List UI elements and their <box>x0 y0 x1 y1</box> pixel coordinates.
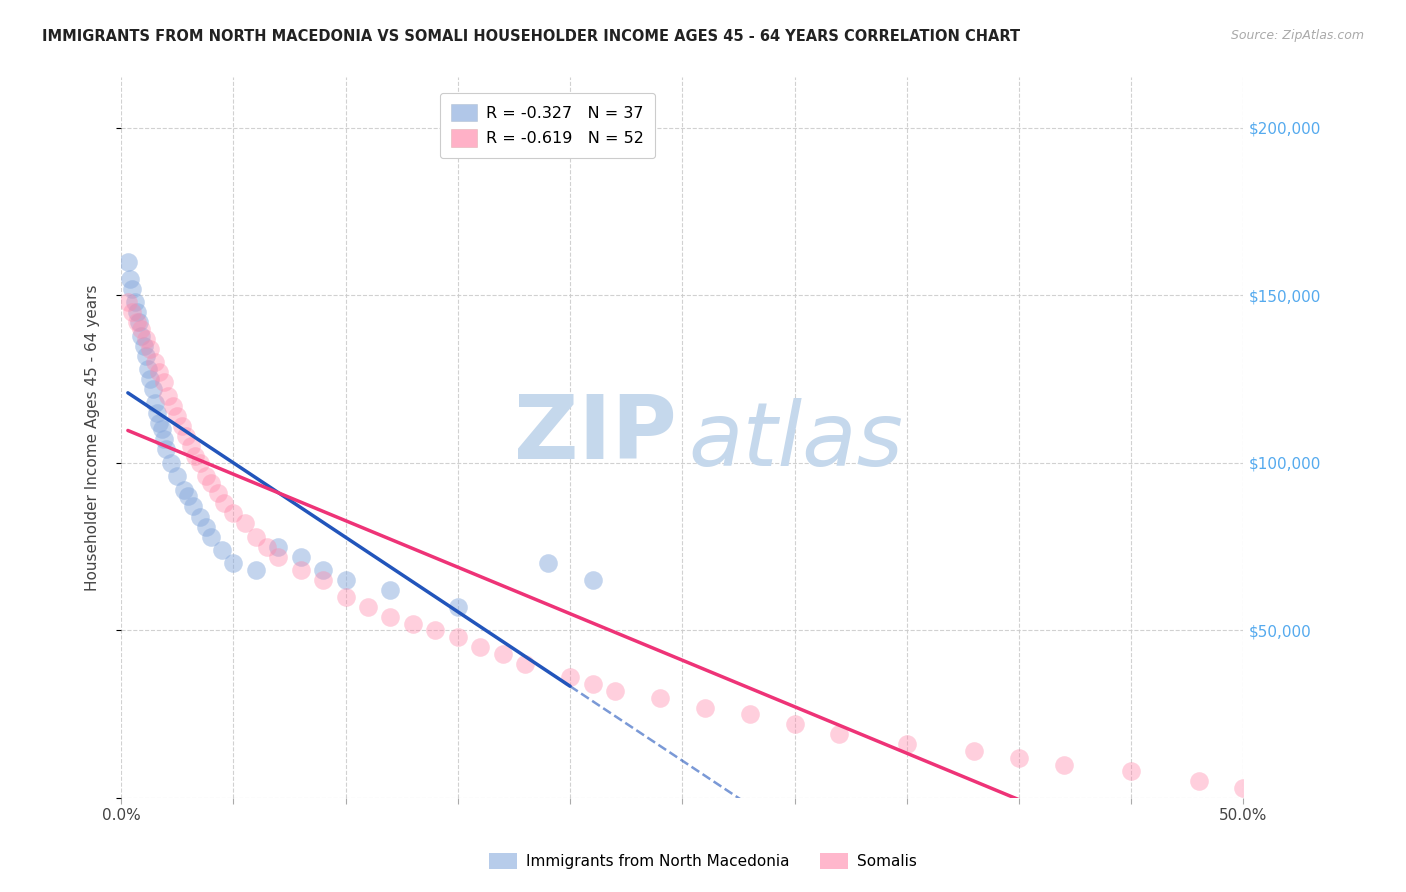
Legend: Immigrants from North Macedonia, Somalis: Immigrants from North Macedonia, Somalis <box>484 847 922 875</box>
Point <box>536 557 558 571</box>
Point <box>1121 764 1143 779</box>
Y-axis label: Householder Income Ages 45 - 64 years: Householder Income Ages 45 - 64 years <box>86 285 100 591</box>
Point <box>963 744 986 758</box>
Point <box>136 362 159 376</box>
Point <box>173 483 195 497</box>
Point <box>146 406 169 420</box>
Point <box>581 573 603 587</box>
Point <box>290 549 312 564</box>
Point <box>783 717 806 731</box>
Point <box>312 563 335 577</box>
Point <box>132 338 155 352</box>
Point <box>245 563 267 577</box>
Point <box>603 683 626 698</box>
Point <box>222 506 245 520</box>
Point <box>267 549 290 564</box>
Point <box>1008 751 1031 765</box>
Point <box>135 332 157 346</box>
Point <box>896 738 918 752</box>
Point <box>181 500 204 514</box>
Point <box>117 254 139 268</box>
Point <box>139 342 162 356</box>
Legend: R = -0.327   N = 37, R = -0.619   N = 52: R = -0.327 N = 37, R = -0.619 N = 52 <box>440 93 655 158</box>
Point <box>139 372 162 386</box>
Point <box>1232 780 1254 795</box>
Point <box>492 647 515 661</box>
Point <box>128 315 150 329</box>
Point <box>180 439 202 453</box>
Point <box>211 543 233 558</box>
Point <box>267 540 290 554</box>
Point <box>188 509 211 524</box>
Point <box>1053 757 1076 772</box>
Point <box>148 365 170 379</box>
Point <box>157 389 180 403</box>
Point <box>125 315 148 329</box>
Point <box>142 382 165 396</box>
Point <box>425 624 447 638</box>
Point <box>174 429 197 443</box>
Point <box>447 600 470 615</box>
Point <box>515 657 537 671</box>
Point <box>170 419 193 434</box>
Text: atlas: atlas <box>688 399 903 484</box>
Point <box>143 395 166 409</box>
Point <box>290 563 312 577</box>
Point <box>828 727 851 741</box>
Point <box>214 496 236 510</box>
Point <box>380 583 402 598</box>
Point <box>159 456 181 470</box>
Point <box>152 376 174 390</box>
Point <box>166 409 188 423</box>
Point <box>195 519 218 533</box>
Point <box>188 456 211 470</box>
Point <box>693 700 716 714</box>
Point <box>121 282 143 296</box>
Point <box>222 557 245 571</box>
Point <box>162 399 184 413</box>
Point <box>648 690 671 705</box>
Point <box>184 449 207 463</box>
Point <box>335 573 357 587</box>
Point <box>335 590 357 604</box>
Point <box>131 328 153 343</box>
Point <box>581 677 603 691</box>
Point <box>245 530 267 544</box>
Point <box>357 600 380 615</box>
Point <box>200 530 222 544</box>
Point <box>312 573 335 587</box>
Point <box>152 433 174 447</box>
Point <box>207 486 229 500</box>
Point <box>200 475 222 490</box>
Point <box>121 305 143 319</box>
Point <box>195 469 218 483</box>
Point <box>470 640 492 655</box>
Point <box>177 490 200 504</box>
Point <box>120 271 142 285</box>
Point <box>256 540 278 554</box>
Point <box>738 707 761 722</box>
Point <box>1187 774 1209 789</box>
Point <box>402 616 425 631</box>
Point <box>155 442 177 457</box>
Point <box>380 610 402 624</box>
Point <box>558 670 581 684</box>
Point <box>150 422 173 436</box>
Point <box>143 355 166 369</box>
Point <box>131 322 153 336</box>
Point <box>447 630 470 644</box>
Text: ZIP: ZIP <box>515 391 676 477</box>
Point <box>135 349 157 363</box>
Point <box>148 416 170 430</box>
Point <box>166 469 188 483</box>
Point <box>233 516 256 531</box>
Text: Source: ZipAtlas.com: Source: ZipAtlas.com <box>1230 29 1364 42</box>
Point <box>117 295 139 310</box>
Text: IMMIGRANTS FROM NORTH MACEDONIA VS SOMALI HOUSEHOLDER INCOME AGES 45 - 64 YEARS : IMMIGRANTS FROM NORTH MACEDONIA VS SOMAL… <box>42 29 1021 44</box>
Point <box>125 305 148 319</box>
Point <box>124 295 146 310</box>
